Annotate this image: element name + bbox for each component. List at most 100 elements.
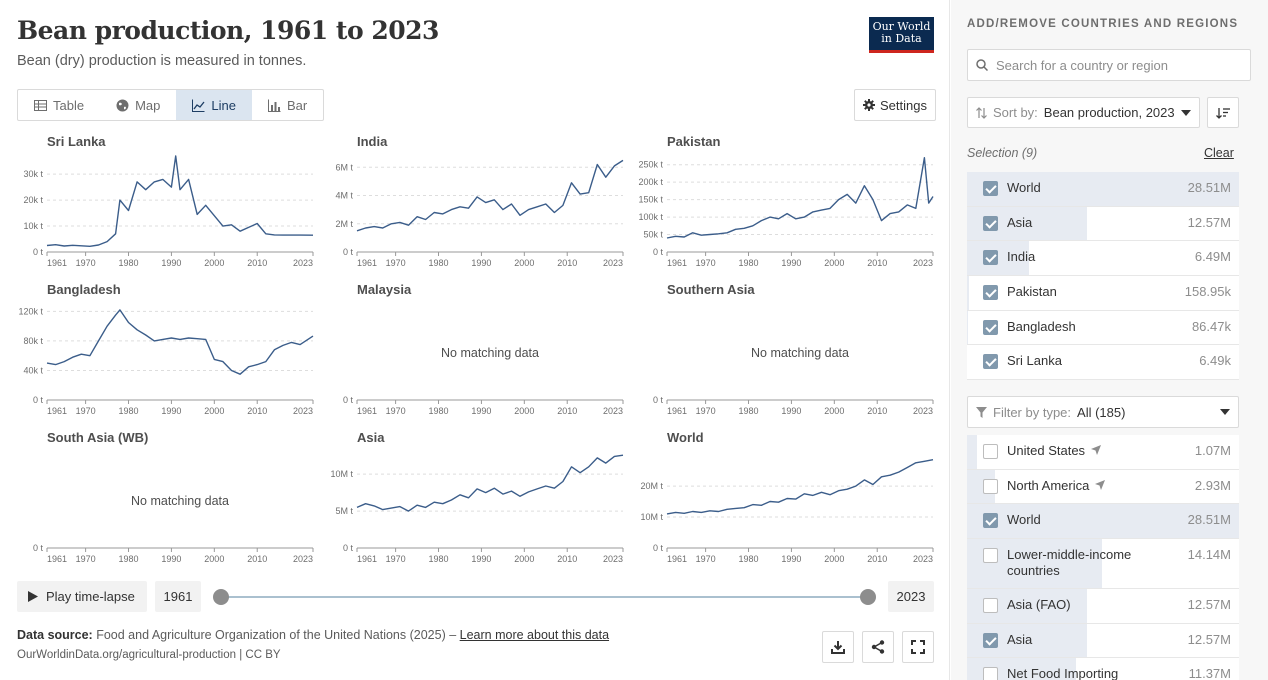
location-arrow-icon [1095,479,1106,490]
x-tick-label: 2010 [247,554,267,564]
series-line[interactable] [356,454,624,512]
tab-line[interactable]: Line [176,90,252,120]
series-line[interactable] [356,159,624,232]
series-line[interactable] [666,157,934,239]
checkbox[interactable] [983,478,998,494]
search-input[interactable]: Search for a country or region [967,49,1251,81]
checkbox[interactable] [983,444,998,459]
x-tick-label: 2023 [603,406,623,416]
checkbox[interactable] [983,319,998,335]
list-item[interactable]: United States 1.07M [967,435,1239,470]
list-item[interactable]: Lower-middle-income countries 14.14M [967,539,1239,590]
share-icon [871,640,885,654]
start-year-box[interactable]: 1961 [155,581,201,612]
list-item[interactable]: World 28.51M [967,504,1239,540]
x-tick-label: 2010 [557,554,577,564]
owid-logo[interactable]: Our World in Data [869,17,934,53]
source-text: Food and Agriculture Organization of the… [96,628,457,642]
y-tick-label: 200k t [638,177,663,187]
list-item[interactable]: Asia (FAO) 12.57M [967,589,1239,624]
clear-selection-button[interactable]: Clear [1204,146,1234,160]
checkbox[interactable] [983,632,998,648]
checkbox[interactable] [983,513,998,529]
list-item[interactable]: North America 2.93M [967,469,1239,505]
list-item[interactable]: Bangladesh 86.47k [967,310,1239,346]
checkbox[interactable] [983,215,998,231]
entity-name: Lower-middle-income countries [1007,547,1147,579]
fullscreen-button[interactable] [902,631,934,663]
end-year-box[interactable]: 2023 [888,581,934,612]
timeline-end-handle[interactable] [860,589,876,605]
tab-map[interactable]: Map [100,90,176,120]
share-bar [967,276,969,310]
filter-label: Filter by type: [993,404,1072,420]
data-source: Data source: Food and Agriculture Organi… [17,628,609,642]
play-timelapse-button[interactable]: Play time-lapse [17,581,147,612]
x-tick-label: 1961 [47,406,67,416]
sort-order-button[interactable] [1207,97,1239,128]
list-item[interactable]: India 6.49M [967,241,1239,277]
checkbox[interactable] [983,354,998,370]
x-tick-label: 1961 [47,554,67,564]
x-tick-label: 2010 [247,406,267,416]
series-line[interactable] [46,155,314,248]
checkbox[interactable] [983,181,998,196]
checkbox[interactable] [983,598,998,614]
chart-panel-title: Asia [357,430,385,445]
y-tick-label: 0 t [33,543,44,553]
sort-dropdown[interactable]: Sort by: Bean production, 2023 [967,97,1200,128]
y-tick-label: 6M t [335,162,353,172]
x-tick-label: 2000 [824,258,844,268]
entity-value: 86.47k [1191,318,1231,334]
sort-label: Sort by: [993,105,1038,120]
x-tick-label: 2000 [204,406,224,416]
chart-panel-svg: 0 t 10k t 20k t 30k t 1961 1970 1980 1990 2000 20… [23,155,314,268]
chevron-down-icon [1220,409,1230,415]
checkbox[interactable] [983,285,998,301]
list-item[interactable]: Net Food Importing 11.37M [967,658,1239,680]
chart-panel-svg: 0 t 40k t 80k t 120k t 1961 1970 1980 1990 2000 2… [18,306,314,416]
timeline-start-handle[interactable] [213,589,229,605]
x-tick-label: 1980 [739,406,759,416]
series-line[interactable] [666,459,934,515]
list-item[interactable]: World 28.51M [967,172,1239,207]
share-button[interactable] [862,631,894,663]
filter-value: All (185) [1077,404,1126,420]
list-item[interactable]: Asia 12.57M [967,623,1239,659]
y-tick-label: 0 t [33,247,44,257]
checkbox[interactable] [983,667,998,680]
x-tick-label: 2000 [824,406,844,416]
y-tick-label: 4M t [335,191,353,201]
y-tick-label: 20k t [23,195,43,205]
y-tick-label: 0 t [653,543,664,553]
checkbox[interactable] [983,250,998,266]
series-line[interactable] [46,309,314,375]
globe-icon [116,99,129,111]
learn-more-link[interactable]: Learn more about this data [459,628,610,642]
table-icon [34,99,47,111]
tab-bar[interactable]: Bar [252,90,323,120]
list-item[interactable]: Pakistan 158.95k [967,276,1239,311]
tab-table[interactable]: Table [18,90,100,120]
x-tick-label: 1980 [119,554,139,564]
x-tick-label: 1970 [696,258,716,268]
list-item[interactable]: Asia 12.57M [967,206,1239,242]
download-button[interactable] [822,631,854,663]
entity-value: 11.37M [1188,666,1231,680]
list-item[interactable]: Sri Lanka 6.49k [967,345,1239,381]
expand-icon [911,640,925,654]
x-tick-label: 1990 [781,258,801,268]
timeline-slider-track[interactable] [221,596,868,598]
share-bar [967,504,1239,539]
chart-panel-title: Pakistan [667,134,721,149]
sidebar-heading: ADD/REMOVE COUNTRIES AND REGIONS [967,18,1239,30]
y-tick-label: 40k t [23,365,43,375]
entity-name-text: World [1007,512,1041,528]
settings-button[interactable]: Settings [854,89,936,121]
no-data-message: No matching data [751,346,849,360]
filter-type-dropdown[interactable]: Filter by type: All (185) [967,396,1239,428]
x-tick-label: 1970 [696,406,716,416]
checkbox[interactable] [983,548,998,564]
x-tick-label: 2023 [913,554,933,564]
